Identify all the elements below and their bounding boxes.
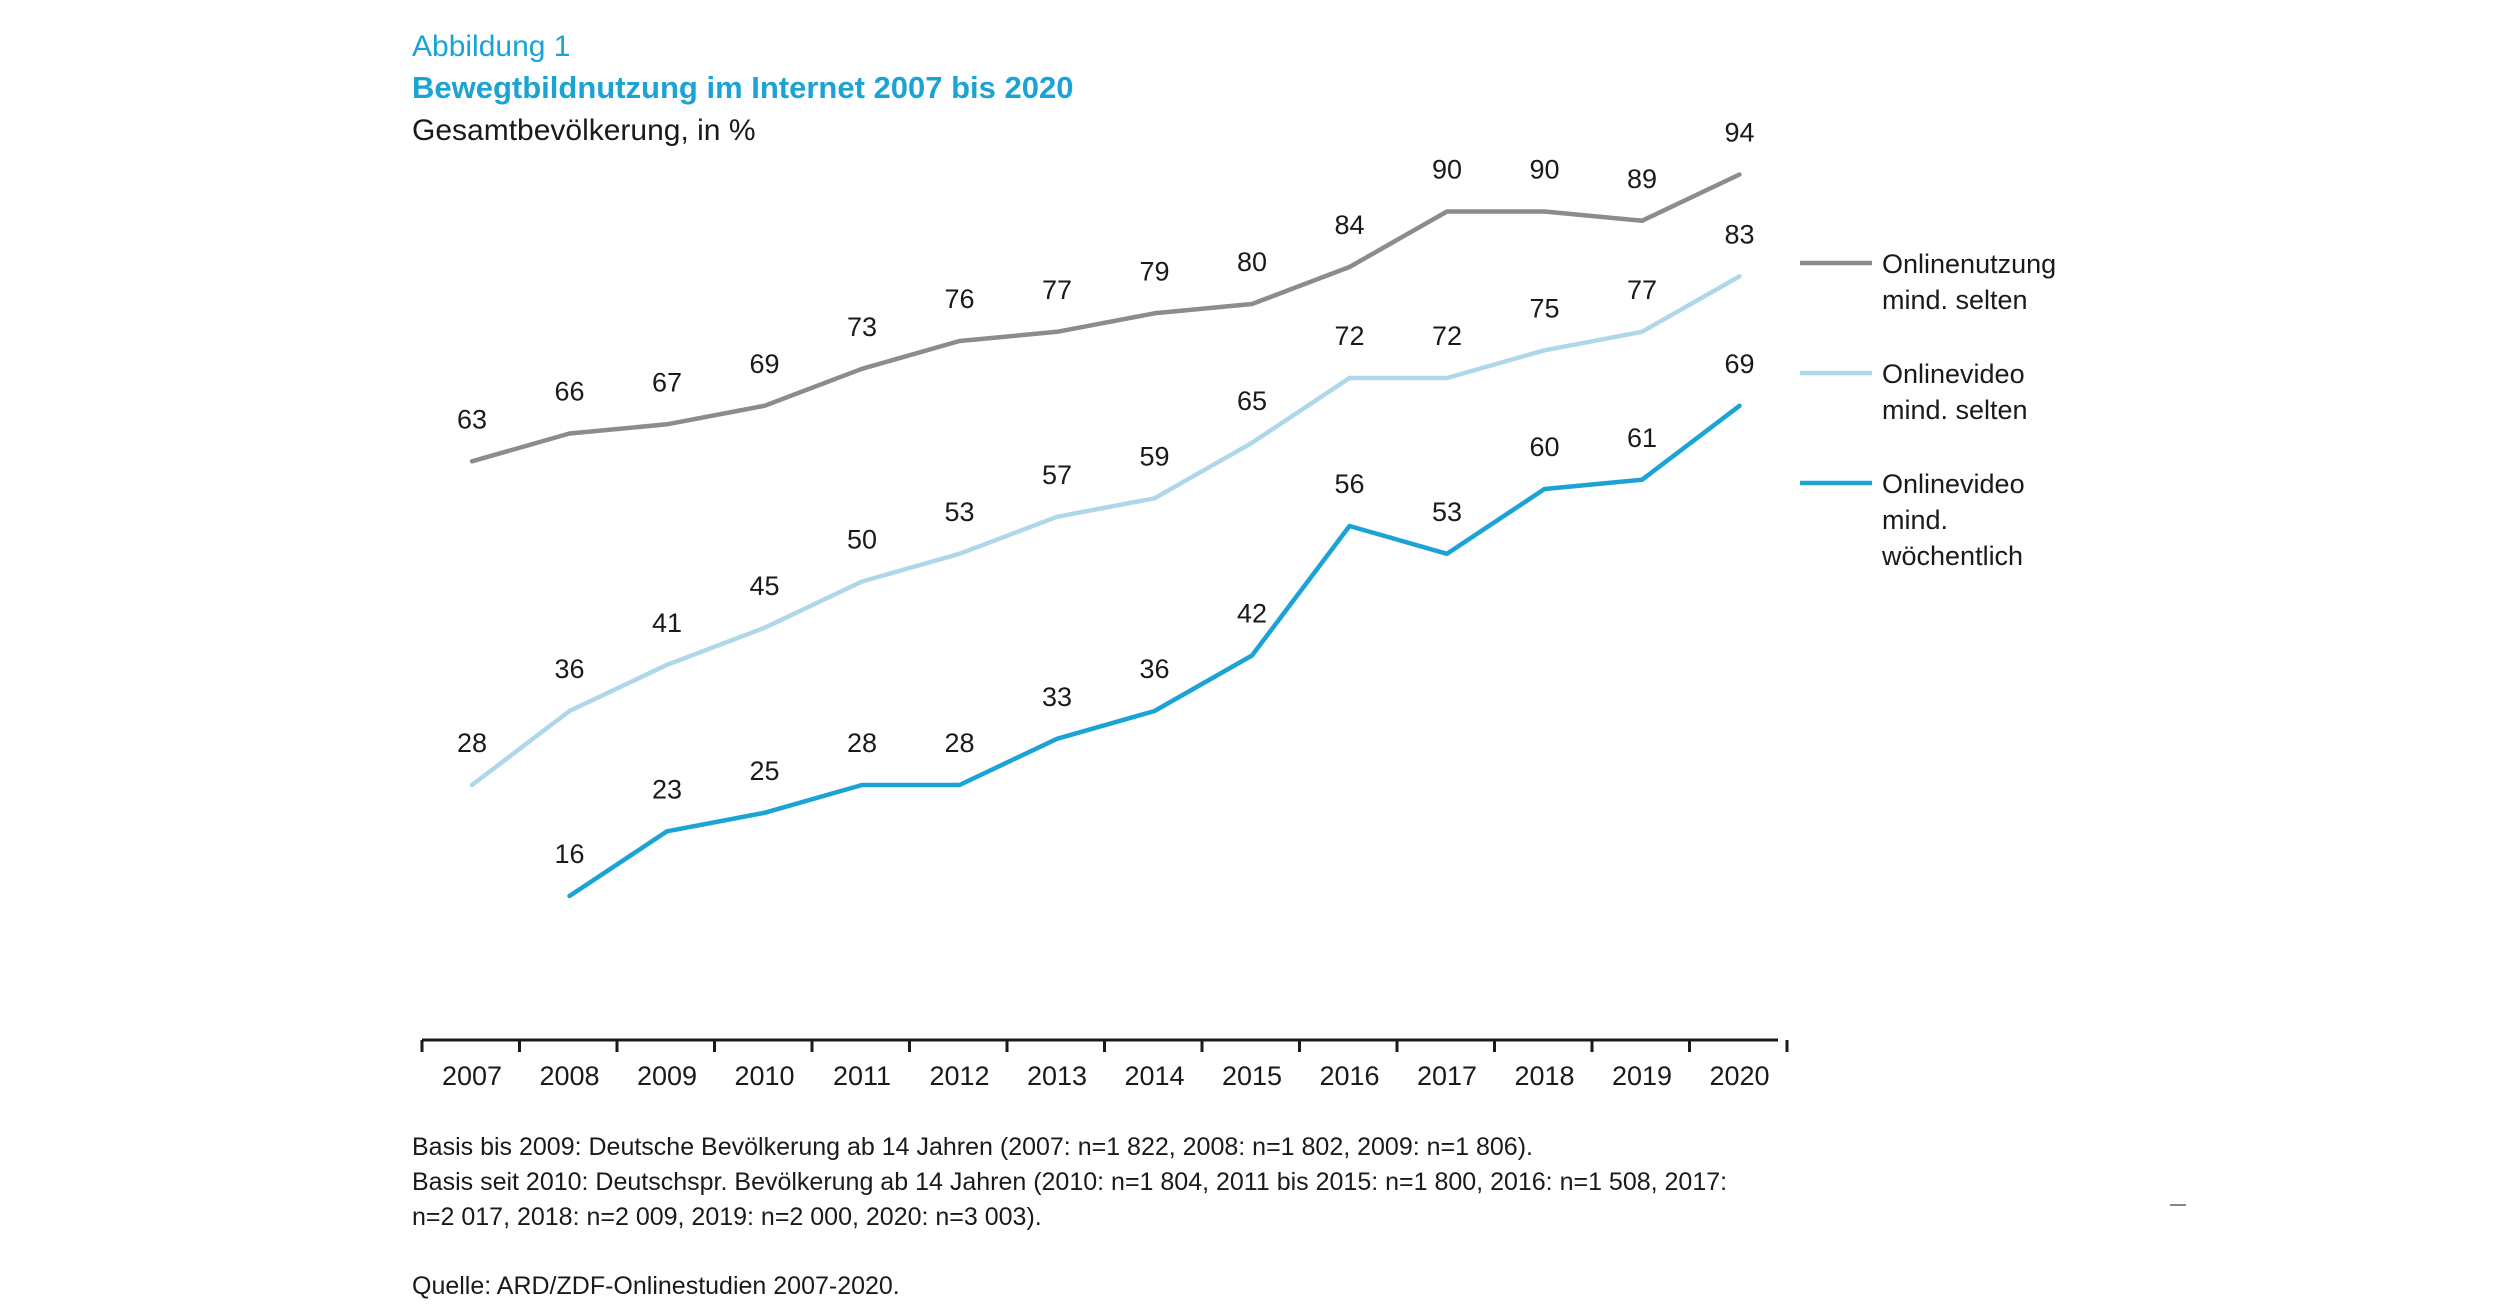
- data-label: 50: [847, 525, 877, 555]
- data-label: 66: [554, 377, 584, 407]
- data-label: 80: [1237, 247, 1267, 277]
- x-tick-label: 2013: [1027, 1061, 1087, 1091]
- data-label: 56: [1334, 469, 1364, 499]
- series-line: [469, 172, 1742, 464]
- x-tick-label: 2018: [1514, 1061, 1574, 1091]
- x-axis: 2007 2008 2009 2010 2011 2012 2013 2014 2015 2016…: [420, 1038, 1789, 1091]
- series-line: [469, 274, 1742, 788]
- data-label: 23: [652, 774, 682, 804]
- series-lines: [469, 172, 1742, 899]
- x-tick-label: 2017: [1417, 1061, 1477, 1091]
- data-labels: 63 66 67 69 73 76 77 79 80 84 90 90 89 94 28 36 41 45 50 53…: [457, 118, 1755, 870]
- data-label: 42: [1237, 599, 1267, 629]
- data-label: 72: [1432, 321, 1462, 351]
- data-label: 28: [847, 728, 877, 758]
- x-tick-label: 2019: [1612, 1061, 1672, 1091]
- figure-kicker: Abbildung 1: [412, 30, 571, 63]
- data-label: 28: [457, 728, 487, 758]
- x-tick-label: 2020: [1709, 1061, 1769, 1091]
- x-tick-label: 2007: [442, 1061, 502, 1091]
- data-label: 69: [749, 349, 779, 379]
- data-label: 77: [1627, 275, 1657, 305]
- legend-label: Onlinevideo: [1882, 359, 2025, 389]
- footnote-line: n=2 017, 2018: n=2 009, 2019: n=2 000, 2…: [412, 1203, 1042, 1231]
- x-tick-label: 2015: [1222, 1061, 1282, 1091]
- legend: Onlinenutzung mind. selten Onlinevideo mind…: [1800, 249, 2056, 571]
- legend-label: wöchentlich: [1881, 541, 2023, 571]
- x-tick-label: 2011: [833, 1061, 891, 1091]
- data-label: 67: [652, 367, 682, 397]
- x-tick-label: 2009: [637, 1061, 697, 1091]
- legend-label: Onlinenutzung: [1882, 249, 2056, 279]
- footnote-line: Basis bis 2009: Deutsche Bevölkerung ab …: [412, 1133, 1533, 1161]
- x-tick-label: 2010: [734, 1061, 794, 1091]
- data-label: 28: [944, 728, 974, 758]
- data-label: 72: [1334, 321, 1364, 351]
- data-label: 90: [1529, 155, 1559, 185]
- data-label: 36: [554, 654, 584, 684]
- chart-title: Bewegtbildnutzung im Internet 2007 bis 2…: [412, 70, 1074, 105]
- data-label: 25: [749, 756, 779, 786]
- x-tick-label: 2008: [539, 1061, 599, 1091]
- legend-label: mind. selten: [1882, 285, 2028, 315]
- data-label: 75: [1529, 293, 1559, 323]
- data-label: 33: [1042, 682, 1072, 712]
- data-label: 45: [749, 571, 779, 601]
- data-label: 65: [1237, 386, 1267, 416]
- data-label: 57: [1042, 460, 1072, 490]
- legend-label: mind. selten: [1882, 395, 2028, 425]
- data-label: 94: [1724, 118, 1754, 148]
- x-tick-label: 2016: [1319, 1061, 1379, 1091]
- data-label: 53: [1432, 497, 1462, 527]
- footnote-line: Basis seit 2010: Deutschspr. Bevölkerung…: [412, 1168, 1728, 1196]
- data-label: 63: [457, 404, 487, 434]
- legend-label: mind.: [1882, 505, 1948, 535]
- data-label: 89: [1627, 164, 1657, 194]
- data-label: 77: [1042, 275, 1072, 305]
- chart-subtitle: Gesamtbevölkerung, in %: [412, 114, 756, 147]
- data-label: 41: [652, 608, 682, 638]
- decorative-mark: [2170, 1204, 2186, 1206]
- data-label: 90: [1432, 155, 1462, 185]
- data-label: 76: [944, 284, 974, 314]
- data-label: 69: [1724, 349, 1754, 379]
- data-label: 84: [1334, 210, 1364, 240]
- footnotes: Basis bis 2009: Deutsche Bevölkerung ab …: [412, 1130, 1727, 1235]
- data-label: 59: [1139, 441, 1169, 471]
- series-line: [567, 403, 1742, 899]
- data-label: 73: [847, 312, 877, 342]
- data-label: 61: [1627, 423, 1657, 453]
- data-label: 16: [554, 839, 584, 869]
- data-label: 83: [1724, 219, 1754, 249]
- x-tick-label: 2012: [929, 1061, 989, 1091]
- data-label: 60: [1529, 432, 1559, 462]
- source-note: Quelle: ARD/ZDF-Onlinestudien 2007-2020.: [412, 1272, 900, 1300]
- x-tick-label: 2014: [1124, 1061, 1184, 1091]
- legend-label: Onlinevideo: [1882, 469, 2025, 499]
- data-label: 36: [1139, 654, 1169, 684]
- data-label: 79: [1139, 256, 1169, 286]
- data-label: 53: [944, 497, 974, 527]
